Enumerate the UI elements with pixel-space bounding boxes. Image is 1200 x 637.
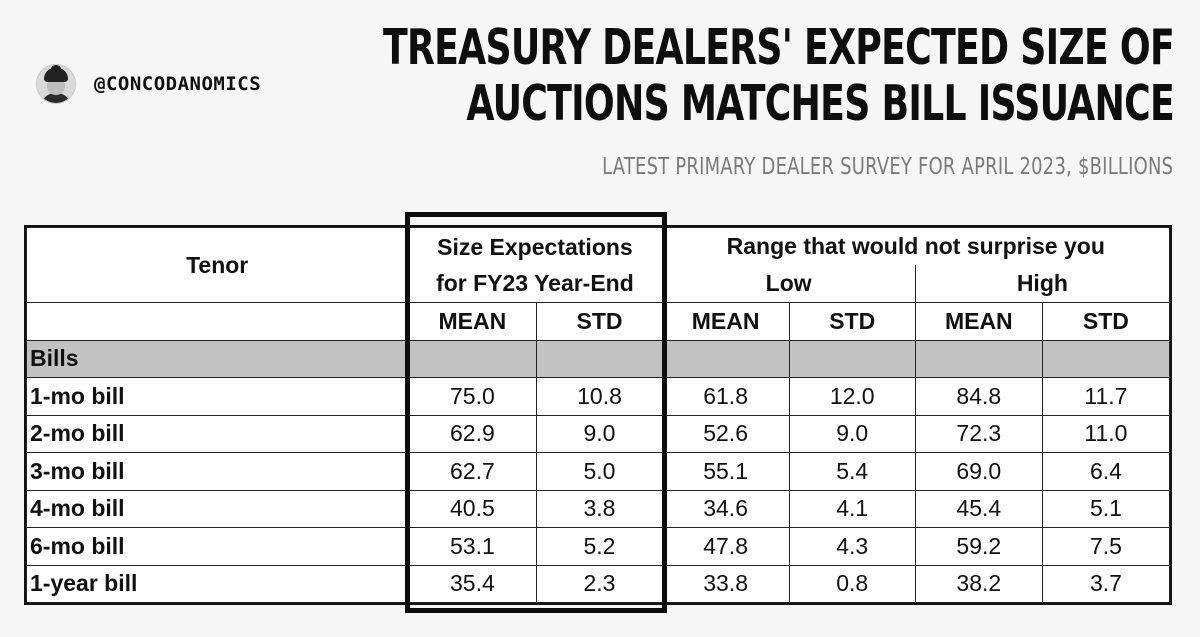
low-std-cell: 4.3 <box>788 527 916 566</box>
high-mean-cell: 84.8 <box>914 377 1043 416</box>
low-std-header: STD <box>788 302 916 341</box>
high-std-cell: 11.7 <box>1041 377 1171 416</box>
high-std-cell: 6.4 <box>1041 452 1171 491</box>
low-mean-cell: 34.6 <box>661 489 790 528</box>
low-header: Low <box>661 265 916 303</box>
avatar <box>36 64 76 104</box>
tenor-cell: 4-mo bill <box>25 489 409 528</box>
size-std-cell: 3.8 <box>536 489 663 528</box>
size-std-cell: 2.3 <box>536 564 663 603</box>
subtitle: LATEST PRIMARY DEALER SURVEY FOR APRIL 2… <box>601 154 1173 180</box>
high-std-header: STD <box>1041 302 1171 341</box>
size-mean-cell: 40.5 <box>407 489 538 528</box>
size-header-line-1: Size Expectations <box>437 234 633 260</box>
size-mean-cell: 75.0 <box>407 377 538 416</box>
high-mean-header: MEAN <box>914 302 1043 341</box>
low-mean-cell: 55.1 <box>661 452 790 491</box>
size-mean-cell: 62.7 <box>407 452 538 491</box>
tenor-header-blank <box>25 302 409 341</box>
low-std-cell: 12.0 <box>788 377 916 416</box>
table-row: 6-mo bill 53.1 5.2 47.8 4.3 59.2 7.5 <box>25 527 1171 566</box>
section-label: Bills <box>25 339 409 378</box>
high-header: High <box>914 265 1171 303</box>
table-row: 1-year bill 35.4 2.3 33.8 0.8 38.2 3.7 <box>25 564 1171 603</box>
table-row: 2-mo bill 62.9 9.0 52.6 9.0 72.3 11.0 <box>25 414 1171 453</box>
low-mean-cell: 47.8 <box>661 527 790 566</box>
range-header: Range that would not surprise you <box>661 227 1171 265</box>
author-handle: @CONCODANOMICS <box>94 73 262 95</box>
size-mean-cell: 62.9 <box>407 414 538 453</box>
high-mean-cell: 72.3 <box>914 414 1043 453</box>
size-std-cell: 5.0 <box>536 452 663 491</box>
low-mean-cell: 33.8 <box>661 564 790 603</box>
size-mean-cell: 53.1 <box>407 527 538 566</box>
tenor-cell: 1-mo bill <box>25 377 409 416</box>
size-std-cell: 5.2 <box>536 527 663 566</box>
high-std-cell: 5.1 <box>1041 489 1171 528</box>
high-mean-cell: 45.4 <box>914 489 1043 528</box>
table-row: 1-mo bill 75.0 10.8 61.8 12.0 84.8 11.7 <box>25 377 1171 416</box>
size-std-header: STD <box>536 302 663 341</box>
author-block: @CONCODANOMICS <box>36 64 261 104</box>
low-mean-header: MEAN <box>661 302 790 341</box>
low-std-cell: 0.8 <box>788 564 916 603</box>
table-row: 4-mo bill 40.5 3.8 34.6 4.1 45.4 5.1 <box>25 489 1171 528</box>
size-std-cell: 9.0 <box>536 414 663 453</box>
tenor-cell: 1-year bill <box>25 564 409 603</box>
low-mean-cell: 61.8 <box>661 377 790 416</box>
low-std-cell: 4.1 <box>788 489 916 528</box>
high-std-cell: 11.0 <box>1041 414 1171 453</box>
size-header-line-2: for FY23 Year-End <box>436 270 634 296</box>
tenor-cell: 3-mo bill <box>25 452 409 491</box>
size-mean-header: MEAN <box>407 302 538 341</box>
title-line-2: AUCTIONS MATCHES BILL ISSUANCE <box>466 75 1175 132</box>
high-mean-cell: 59.2 <box>914 527 1043 566</box>
high-mean-cell: 38.2 <box>914 564 1043 603</box>
title-line-1: TREASURY DEALERS' EXPECTED SIZE OF <box>382 19 1175 76</box>
low-std-cell: 5.4 <box>788 452 916 491</box>
table-row: 3-mo bill 62.7 5.0 55.1 5.4 69.0 6.4 <box>25 452 1171 491</box>
low-mean-cell: 52.6 <box>661 414 790 453</box>
tenor-cell: 2-mo bill <box>25 414 409 453</box>
high-std-cell: 7.5 <box>1041 527 1171 566</box>
tenor-cell: 6-mo bill <box>25 527 409 566</box>
tenor-header: Tenor <box>25 227 409 303</box>
section-row-bills: Bills <box>25 339 1171 378</box>
high-std-cell: 3.7 <box>1041 564 1171 603</box>
size-expectations-header: Size Expectations for FY23 Year-End <box>407 227 663 303</box>
size-mean-cell: 35.4 <box>407 564 538 603</box>
page-title: TREASURY DEALERS' EXPECTED SIZE OF AUCTI… <box>382 19 1175 132</box>
survey-table: Tenor Size Expectations for FY23 Year-En… <box>24 225 1172 605</box>
size-std-cell: 10.8 <box>536 377 663 416</box>
high-mean-cell: 69.0 <box>914 452 1043 491</box>
low-std-cell: 9.0 <box>788 414 916 453</box>
